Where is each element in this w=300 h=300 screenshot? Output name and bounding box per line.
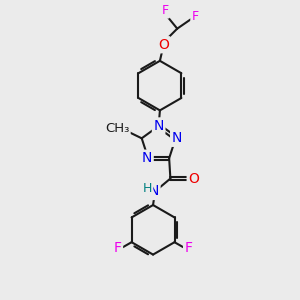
Text: CH₃: CH₃ xyxy=(105,122,129,135)
Text: N: N xyxy=(142,151,152,165)
Text: F: F xyxy=(113,242,122,255)
Text: H: H xyxy=(142,182,152,195)
Text: N: N xyxy=(154,119,164,133)
Text: F: F xyxy=(192,10,199,23)
Text: N: N xyxy=(172,131,182,145)
Text: F: F xyxy=(161,4,168,17)
Text: O: O xyxy=(188,172,199,185)
Text: F: F xyxy=(184,242,193,255)
Text: O: O xyxy=(158,38,169,52)
Text: N: N xyxy=(148,184,159,198)
